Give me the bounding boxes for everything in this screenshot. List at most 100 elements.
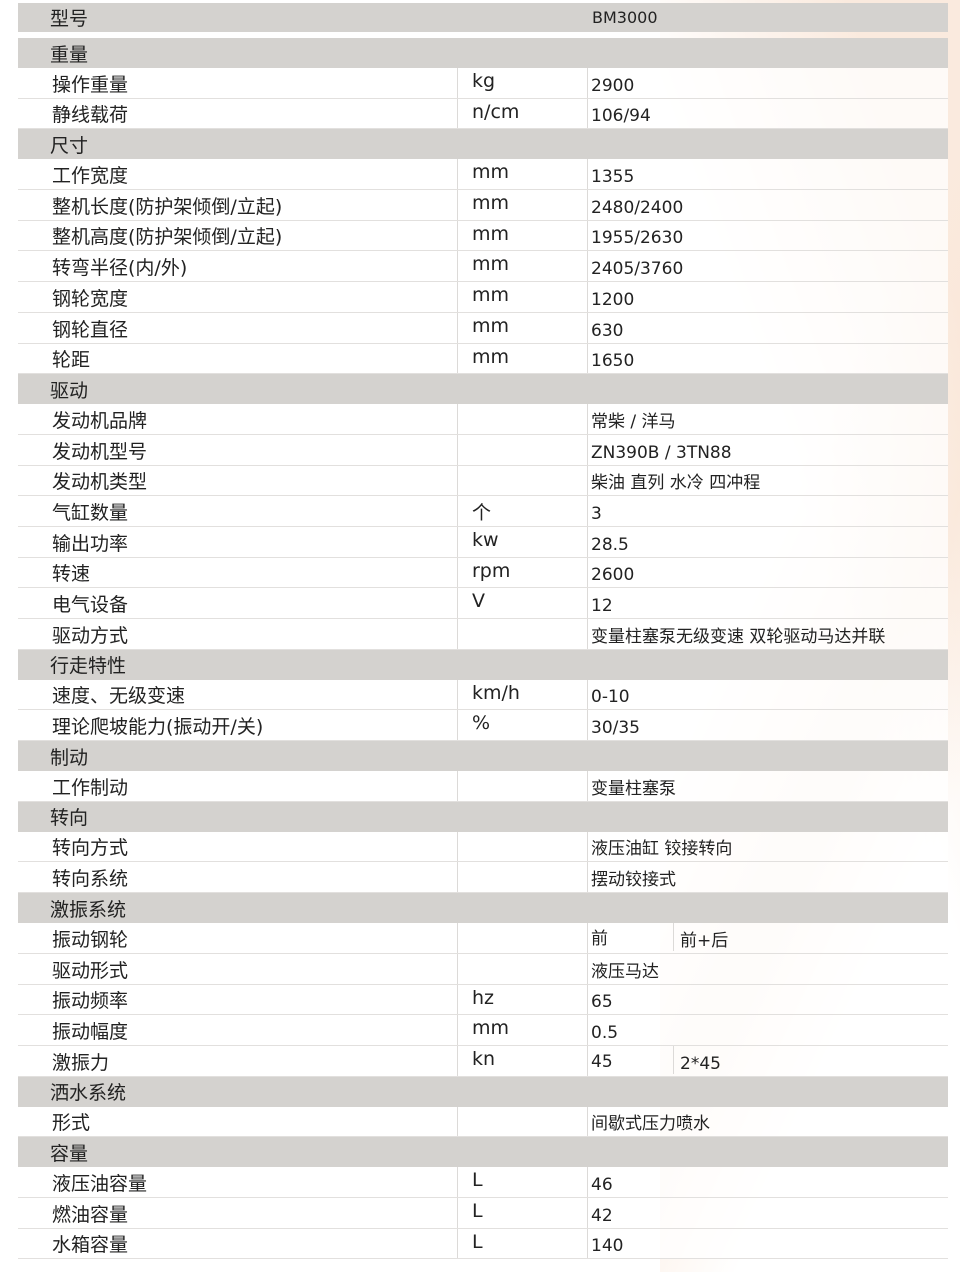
spec-unit — [458, 1106, 588, 1137]
table-row: 发动机品牌 常柴 / 洋马 — [18, 404, 948, 435]
spec-value-cell: 65 — [588, 985, 948, 1015]
spec-value-cell: 柴油 直列 水冷 四冲程 — [588, 466, 948, 496]
spec-unit: mm — [458, 1015, 588, 1045]
spec-value: 140 — [591, 1236, 624, 1257]
section-header: 重量 — [18, 38, 948, 68]
spec-unit: mm — [458, 220, 588, 251]
section-header: 洒水系统 — [18, 1076, 948, 1107]
spec-label: 速度、无级变速 — [18, 679, 458, 710]
spec-label: 形式 — [18, 1106, 458, 1137]
section-title: 驱动 — [50, 379, 89, 402]
spec-value: 2600 — [591, 565, 635, 586]
spec-label: 驱动方式 — [18, 619, 458, 649]
spec-label: 整机长度(防护架倾倒/立起) — [18, 190, 458, 220]
spec-value: 变量柱塞泵无级变速 双轮驱动马达并联 — [591, 626, 886, 647]
spec-unit: L — [458, 1167, 588, 1197]
spec-unit: rpm — [458, 557, 588, 588]
spec-value: ZN390B / 3TN88 — [591, 442, 732, 463]
spec-value-cell: 常柴 / 洋马 — [588, 404, 948, 434]
table-row: 形式 间歇式压力喷水 — [18, 1106, 948, 1138]
spec-label: 轮距 — [18, 343, 458, 374]
spec-label: 转速 — [18, 557, 458, 588]
spec-value-cell: 630 — [588, 313, 948, 343]
table-row: 钢轮直径 mm 630 — [18, 312, 948, 344]
spec-label: 工作制动 — [18, 771, 458, 801]
section-header: 尺寸 — [18, 129, 948, 160]
table-row: 操作重量 kg 2900 — [18, 68, 948, 99]
spec-label: 转弯半径(内/外) — [18, 251, 458, 282]
spec-value-cell: 2480/2400 — [588, 190, 948, 220]
section-header: 行走特性 — [18, 649, 948, 680]
spec-value-cell: 42 — [588, 1198, 948, 1228]
spec-label: 整机高度(防护架倾倒/立起) — [18, 220, 458, 251]
spec-value-cell: 0.5 — [588, 1015, 948, 1045]
spec-value: 3 — [591, 503, 602, 524]
spec-unit: mm — [458, 282, 588, 312]
spec-value-cell: 1355 — [588, 159, 948, 189]
spec-value-cell: 28.5 — [588, 527, 948, 557]
spec-value: 0.5 — [591, 1022, 619, 1043]
spec-value-cell: 140 — [588, 1229, 948, 1259]
table-row: 振动幅度 mm 0.5 — [18, 1015, 948, 1046]
spec-label: 转向系统 — [18, 862, 458, 893]
spec-value-cell: 1955/2630 — [588, 221, 948, 251]
spec-label: 理论爬坡能力(振动开/关) — [18, 710, 458, 741]
spec-label: 电气设备 — [18, 588, 458, 618]
table-row: 速度、无级变速 km/h 0-10 — [18, 679, 948, 711]
spec-label: 钢轮直径 — [18, 312, 458, 343]
table-row: 气缸数量个 3 — [18, 496, 948, 527]
spec-unit — [458, 953, 588, 984]
table-row: 理论爬坡能力(振动开/关)% 30/35 — [18, 710, 948, 742]
spec-value: 28.5 — [591, 534, 629, 555]
spec-label: 液压油容量 — [18, 1167, 458, 1197]
spec-label: 发动机类型 — [18, 465, 458, 496]
section-title: 激振系统 — [50, 898, 127, 921]
spec-value: 12 — [591, 596, 613, 616]
section-title: 洒水系统 — [50, 1082, 127, 1105]
table-row: 整机长度(防护架倾倒/立起) mm 2480/2400 — [18, 190, 948, 221]
table-row: 钢轮宽度 mm 1200 — [18, 282, 948, 313]
table-row: 振动钢轮 前 前+后 — [18, 923, 948, 954]
table-row: 静线载荷 n/cm 106/94 — [18, 98, 948, 130]
spec-label: 输出功率 — [18, 526, 458, 557]
section-header: 容量 — [18, 1137, 948, 1168]
spec-unit — [458, 862, 588, 893]
table-row: 转速 rpm 2600 — [18, 557, 948, 589]
table-row: 振动频率 hz 65 — [18, 984, 948, 1016]
spec-value-cell: 46 — [588, 1167, 948, 1197]
spec-label: 发动机品牌 — [18, 404, 458, 434]
spec-value-cell: 106/94 — [588, 99, 948, 129]
spec-value: 变量柱塞泵 — [591, 778, 676, 799]
section-title: 转向 — [50, 807, 89, 830]
table-row: 电气设备 V 12 — [18, 588, 948, 619]
spec-unit: n/cm — [458, 98, 588, 129]
spec-label: 驱动形式 — [18, 953, 458, 984]
spec-value-cell: 液压马达 — [588, 954, 948, 984]
table-row: 激振力 kn 45 2*45 — [18, 1045, 948, 1077]
spec-value-cell: 2900 — [588, 68, 948, 98]
spec-value-cell: 30/35 — [588, 710, 948, 740]
spec-value: 1355 — [591, 167, 635, 188]
spec-value: 1650 — [591, 351, 635, 372]
spec-label: 振动频率 — [18, 984, 458, 1015]
spec-unit: mm — [458, 312, 588, 343]
spec-value-alt: 2*45 — [680, 1053, 721, 1074]
spec-label: 气缸数量 — [18, 496, 458, 526]
spec-value-cell: 1200 — [588, 282, 948, 312]
spec-unit — [458, 619, 588, 649]
spec-value: 65 — [591, 992, 613, 1013]
table-row: 发动机型号 ZN390B / 3TN88 — [18, 434, 948, 466]
spec-unit: mm — [458, 251, 588, 282]
spec-label: 静线载荷 — [18, 98, 458, 129]
spec-value: 630 — [591, 320, 624, 341]
spec-unit: kw — [458, 526, 588, 557]
section-header: 制动 — [18, 741, 948, 772]
spec-value: 2480/2400 — [591, 197, 684, 218]
spec-value-split: 45 — [588, 1045, 674, 1074]
section-title: 制动 — [50, 746, 89, 769]
spec-unit — [458, 465, 588, 496]
spec-value-cell: 0-10 — [588, 680, 948, 710]
table-row: 转向系统 摆动铰接式 — [18, 862, 948, 894]
table-row: 驱动形式 液压马达 — [18, 953, 948, 985]
spec-label: 振动钢轮 — [18, 923, 458, 953]
